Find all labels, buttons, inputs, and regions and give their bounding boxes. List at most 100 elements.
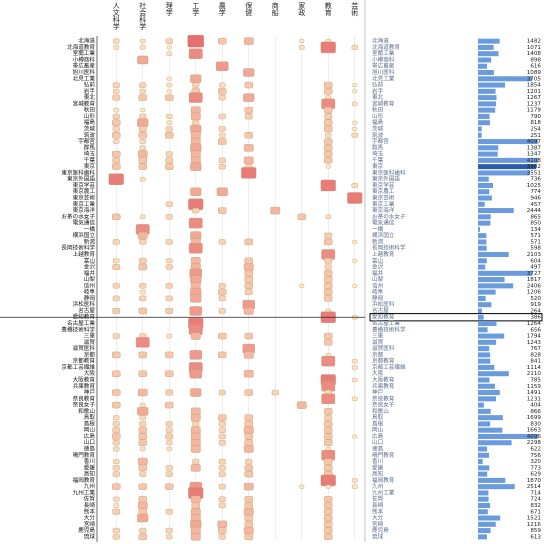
row-name: 琉球 — [84, 532, 96, 540]
cell — [188, 217, 203, 229]
cell — [188, 92, 203, 103]
value: 2444 — [527, 208, 542, 214]
bar — [478, 151, 498, 157]
value: 946 — [530, 196, 541, 202]
row-name: 長崎 — [372, 501, 384, 509]
bar — [478, 101, 497, 107]
cell — [218, 421, 226, 427]
row-name: 大阪教育 — [73, 375, 96, 383]
cell — [320, 179, 336, 192]
cell — [244, 113, 253, 120]
cell — [324, 496, 333, 503]
bar — [478, 157, 538, 163]
cell — [135, 337, 150, 348]
cell — [244, 106, 253, 114]
row-name: 京都工芸繊維 — [372, 363, 406, 371]
value: 898 — [530, 57, 541, 63]
cell — [244, 414, 253, 421]
cell — [324, 238, 333, 246]
value: 4096 — [527, 434, 542, 440]
row-name: 東京工業 — [73, 200, 96, 208]
row-name: 豊橋技術科学 — [372, 325, 406, 333]
value: 1387 — [527, 145, 542, 151]
cell — [218, 283, 226, 289]
row-name: 大分 — [372, 514, 384, 522]
cell — [218, 138, 227, 145]
cell — [166, 82, 173, 88]
bar — [478, 452, 490, 458]
cell — [218, 126, 226, 132]
cell — [190, 388, 202, 397]
row-name: 広島 — [372, 432, 384, 440]
value: 457 — [530, 202, 541, 208]
bar — [478, 314, 484, 320]
cell — [324, 502, 333, 509]
bar — [478, 371, 509, 377]
cell — [165, 427, 173, 433]
value: 3982 — [527, 164, 541, 170]
value: 1179 — [527, 108, 542, 114]
cell — [139, 88, 146, 94]
cell — [352, 283, 358, 288]
cell — [352, 83, 358, 88]
value: 616 — [530, 64, 541, 70]
cell — [244, 502, 253, 509]
cell — [244, 420, 253, 428]
cell — [138, 157, 147, 164]
cell — [165, 483, 174, 490]
cell — [218, 113, 226, 120]
value: 818 — [530, 120, 541, 126]
cell — [165, 283, 173, 289]
bar — [478, 346, 490, 352]
cell — [218, 239, 226, 245]
cell — [113, 38, 120, 44]
cell — [351, 478, 358, 483]
bar — [478, 82, 506, 88]
cell — [189, 369, 202, 379]
value: 1243 — [527, 340, 542, 346]
cell — [165, 94, 174, 101]
row-name: 鹿児島 — [372, 526, 389, 534]
cell — [324, 426, 333, 434]
cell — [218, 465, 226, 471]
cell — [138, 370, 147, 377]
bar — [478, 471, 488, 477]
cell — [165, 151, 173, 157]
value: 1408 — [527, 51, 542, 57]
bar — [478, 496, 489, 502]
cell — [324, 288, 333, 296]
cell — [218, 496, 226, 502]
value: 598 — [530, 246, 541, 252]
row-name: 長岡技術科学 — [61, 244, 95, 252]
value: 832 — [530, 503, 541, 509]
cell — [243, 445, 254, 453]
cell — [139, 527, 147, 534]
cell — [138, 433, 147, 440]
cell — [218, 88, 227, 95]
cell — [139, 45, 146, 50]
cell — [324, 332, 333, 340]
row-name: 新潟 — [84, 237, 96, 245]
cell — [244, 514, 253, 522]
cell — [325, 132, 332, 138]
row-name: 九州工業 — [372, 488, 395, 496]
cell — [191, 502, 200, 509]
cell — [243, 307, 254, 315]
cell — [351, 358, 358, 364]
row-name: 東北 — [84, 93, 96, 101]
value: 1089 — [527, 70, 542, 76]
bar — [478, 189, 490, 195]
cell — [218, 433, 226, 440]
cell — [112, 465, 120, 471]
cell — [299, 39, 305, 44]
row-name: 奈良女子 — [372, 401, 395, 409]
value: 1231 — [527, 396, 542, 402]
value: 1854 — [527, 83, 542, 89]
cell — [320, 41, 336, 54]
row-name: 福島 — [372, 118, 384, 126]
cell — [243, 93, 255, 102]
bar — [478, 327, 488, 333]
cell — [218, 502, 226, 509]
value: 1482 — [527, 39, 541, 45]
cell — [138, 351, 147, 359]
